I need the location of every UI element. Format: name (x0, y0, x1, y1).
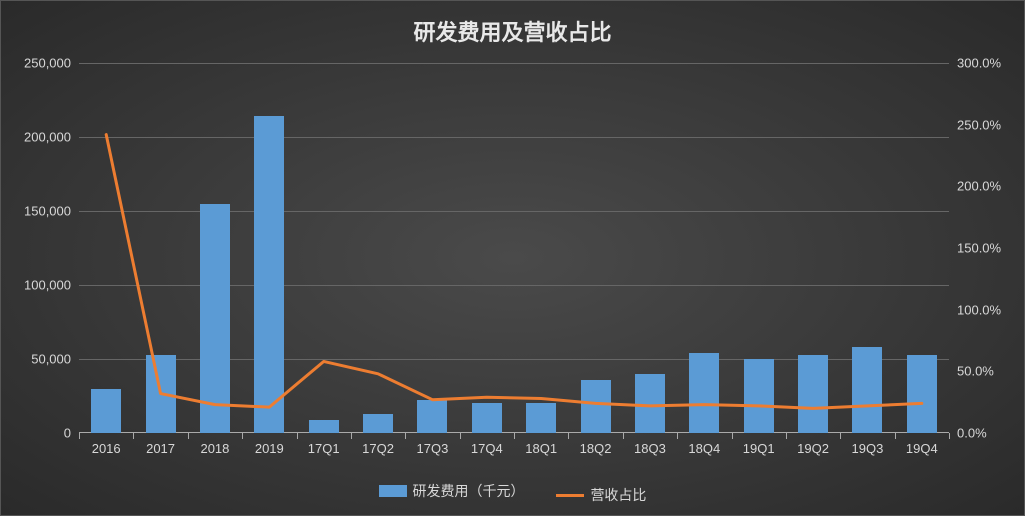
x-tick (514, 433, 515, 439)
legend: 研发费用（千元） 营收占比 (1, 481, 1024, 506)
x-tick-label: 17Q2 (362, 441, 394, 456)
line-series (79, 63, 949, 433)
y-left-tick-label: 100,000 (24, 278, 71, 293)
x-tick (405, 433, 406, 439)
y-right-tick-label: 150.0% (957, 241, 1001, 256)
y-right-tick-label: 300.0% (957, 56, 1001, 71)
x-tick (188, 433, 189, 439)
x-tick-label: 19Q3 (852, 441, 884, 456)
x-tick-label: 2016 (92, 441, 121, 456)
x-tick (351, 433, 352, 439)
x-tick-label: 18Q3 (634, 441, 666, 456)
y-right-tick-label: 200.0% (957, 179, 1001, 194)
x-tick-label: 2017 (146, 441, 175, 456)
plot-area: 050,000100,000150,000200,000250,0000.0%5… (79, 63, 949, 433)
y-left-tick-label: 0 (64, 426, 71, 441)
legend-label-line: 营收占比 (590, 485, 646, 505)
chart-frame: 研发费用及营收占比 050,000100,000150,000200,00025… (0, 0, 1025, 516)
y-right-tick-label: 0.0% (957, 426, 987, 441)
legend-item-line: 营收占比 (556, 485, 646, 505)
x-tick-label: 17Q1 (308, 441, 340, 456)
x-tick-label: 18Q2 (580, 441, 612, 456)
x-tick (79, 433, 80, 439)
x-tick-label: 19Q1 (743, 441, 775, 456)
x-tick (732, 433, 733, 439)
x-tick (895, 433, 896, 439)
x-tick (297, 433, 298, 439)
legend-item-bars: 研发费用（千元） (379, 481, 525, 501)
y-right-tick-label: 100.0% (957, 302, 1001, 317)
x-tick (133, 433, 134, 439)
y-left-tick-label: 250,000 (24, 56, 71, 71)
x-tick (568, 433, 569, 439)
x-tick (840, 433, 841, 439)
x-tick-label: 19Q2 (797, 441, 829, 456)
y-left-tick-label: 50,000 (31, 352, 71, 367)
y-left-tick-label: 200,000 (24, 130, 71, 145)
x-tick-label: 18Q4 (688, 441, 720, 456)
legend-label-bars: 研发费用（千元） (413, 481, 525, 501)
x-tick (786, 433, 787, 439)
legend-swatch-line (556, 494, 584, 497)
x-tick (949, 433, 950, 439)
x-tick (460, 433, 461, 439)
x-tick-label: 19Q4 (906, 441, 938, 456)
x-tick (677, 433, 678, 439)
y-right-tick-label: 250.0% (957, 117, 1001, 132)
x-tick-label: 18Q1 (525, 441, 557, 456)
legend-swatch-bar (379, 485, 407, 497)
chart-title: 研发费用及营收占比 (1, 15, 1024, 47)
x-tick-label: 2019 (255, 441, 284, 456)
x-tick-label: 17Q3 (417, 441, 449, 456)
x-tick-label: 17Q4 (471, 441, 503, 456)
x-tick (623, 433, 624, 439)
y-right-tick-label: 50.0% (957, 364, 994, 379)
x-tick-label: 2018 (200, 441, 229, 456)
x-tick (242, 433, 243, 439)
y-left-tick-label: 150,000 (24, 204, 71, 219)
